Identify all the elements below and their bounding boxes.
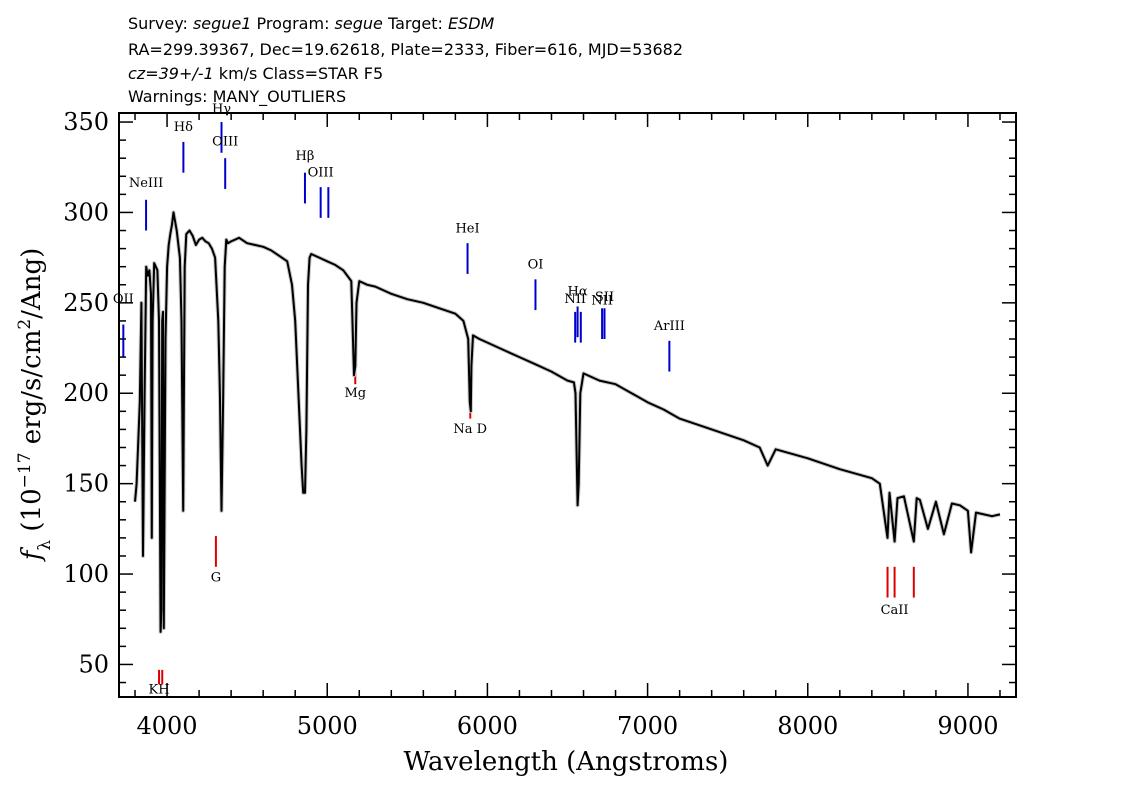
line-marker-label: Hα	[568, 285, 588, 300]
x-axis-title: Wavelength (Angstroms)	[404, 747, 729, 777]
y-axis-title: fλ (10−17 erg/s/cm2/Ang)	[15, 248, 55, 563]
line-marker-label: NII	[564, 292, 586, 307]
line-marker-label: NII	[591, 294, 613, 309]
header-line-1: Survey: segue1 Program: segue Target: ES…	[128, 14, 495, 33]
header-line-3: cz=39+/-1 km/s Class=STAR F5	[128, 64, 383, 83]
y-tick-label: 150	[63, 470, 109, 498]
line-marker-label: OIII	[308, 165, 334, 180]
spectrum-line	[134, 211, 1001, 633]
header-line-4: Warnings: MANY_OUTLIERS	[128, 87, 346, 107]
line-marker-label: ArIII	[653, 319, 685, 334]
y-tick-label: 250	[63, 289, 109, 317]
line-marker-label: NeIII	[129, 176, 163, 191]
line-marker-label: G	[211, 570, 221, 585]
line-marker-label: Hδ	[174, 120, 193, 135]
y-tick-label: 350	[63, 108, 109, 136]
plot-frame	[118, 112, 1017, 698]
line-marker-label: Hγ	[212, 102, 231, 117]
line-marker-label: Mg	[344, 386, 366, 401]
spectrum-error-band	[133, 210, 1001, 634]
line-marker-label: OIII	[212, 135, 238, 150]
line-marker-label: Hβ	[296, 149, 315, 164]
header-line-2: RA=299.39367, Dec=19.62618, Plate=2333, …	[128, 40, 683, 59]
line-marker-label: OI	[528, 257, 544, 272]
line-marker-label: CaII	[881, 603, 909, 618]
y-tick-label: 200	[63, 379, 109, 407]
axes: 4000 5000 6000 7000 8000 9000 50 100 150 200 250 30…	[63, 108, 1017, 740]
line-marker-label: HeI	[455, 221, 479, 236]
line-marker-label: KH	[149, 682, 170, 697]
x-tick-label: 4000	[137, 712, 198, 740]
y-tick-label: 300	[63, 198, 109, 226]
spectrum-series	[133, 210, 1001, 634]
x-tick-label: 6000	[457, 712, 518, 740]
y-tick-label: 100	[63, 560, 109, 588]
x-tick-label: 8000	[777, 712, 838, 740]
line-marker-label: SII	[595, 290, 614, 305]
y-tick-label: 50	[78, 650, 109, 678]
x-tick-label: 9000	[937, 712, 998, 740]
chart-header: Survey: segue1 Program: segue Target: ES…	[128, 14, 683, 107]
line-marker-label: OII	[113, 292, 134, 307]
line-annotations: OIINeIIIHδHγOIIIHβOIIIHeIOINIIHαNIISIIAr…	[113, 102, 915, 697]
x-tick-label: 7000	[617, 712, 678, 740]
x-tick-label: 5000	[297, 712, 358, 740]
line-marker-label: Na D	[453, 422, 487, 437]
